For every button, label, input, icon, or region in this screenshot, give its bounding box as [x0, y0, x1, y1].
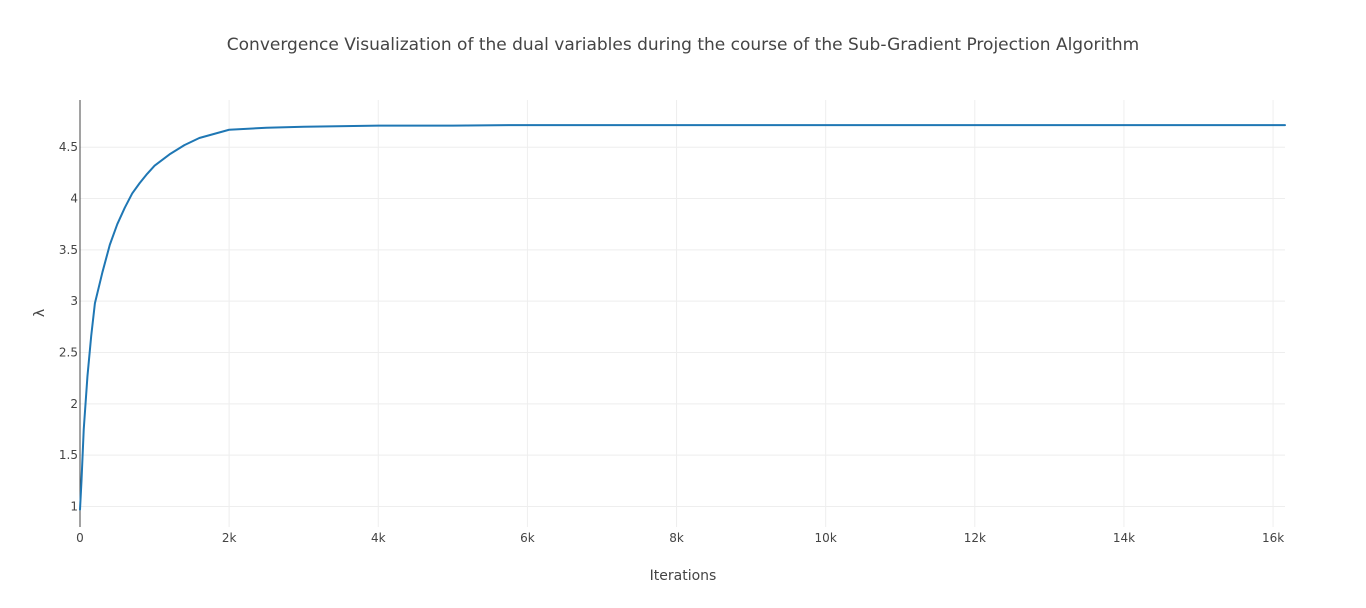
y-tick-label: 2.5: [59, 346, 78, 360]
x-tick-label: 12k: [964, 531, 986, 545]
tick-labels: 0 2k 4k 6k 8k 10k 12k 14k 16k 1 1.5 2 2.5 3 3.5 4 4.5: [59, 140, 1284, 545]
y-tick-label: 3.5: [59, 243, 78, 257]
x-tick-label: 6k: [520, 531, 535, 545]
x-tick-label: 0: [76, 531, 84, 545]
y-tick-label: 4: [70, 192, 78, 206]
y-tick-label: 1: [70, 499, 78, 513]
x-axis-title: Iterations: [650, 568, 717, 584]
x-tick-label: 2k: [222, 531, 237, 545]
x-tick-label: 10k: [815, 531, 837, 545]
y-tick-label: 2: [70, 397, 78, 411]
series-line: [79, 124, 1286, 511]
y-axis-title: λ: [32, 309, 48, 317]
x-tick-label: 4k: [371, 531, 386, 545]
x-tick-label: 8k: [669, 531, 684, 545]
y-tick-label: 4.5: [59, 140, 78, 154]
y-tick-label: 1.5: [59, 448, 78, 462]
x-tick-label: 16k: [1262, 531, 1284, 545]
y-tick-label: 3: [70, 294, 78, 308]
plot-area: [79, 124, 1286, 511]
x-tick-label: 14k: [1113, 531, 1135, 545]
grid-lines: [80, 100, 1285, 527]
chart-title: Convergence Visualization of the dual va…: [227, 35, 1139, 55]
